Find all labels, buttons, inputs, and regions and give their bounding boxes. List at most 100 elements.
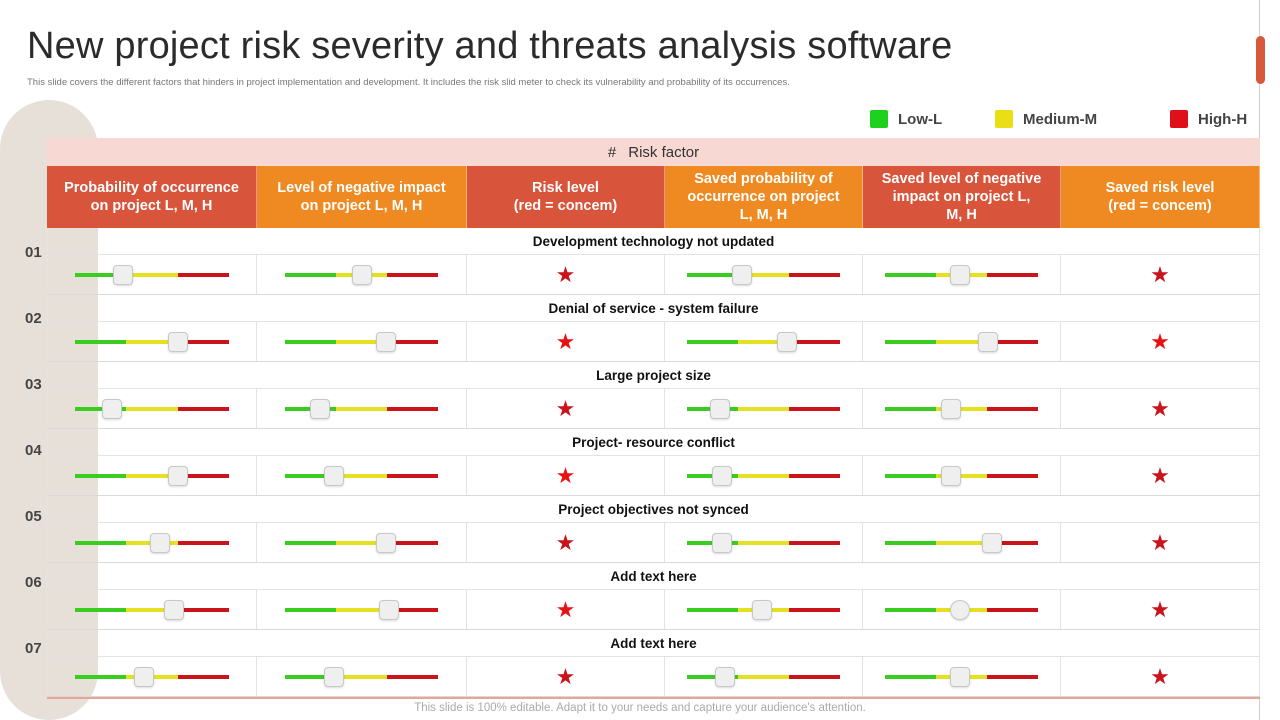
risk-meter-slider[interactable] xyxy=(75,331,229,352)
slider-knob[interactable] xyxy=(168,331,189,352)
slider-knob[interactable] xyxy=(711,465,732,486)
slider-knob[interactable] xyxy=(715,666,735,687)
slider-knob[interactable] xyxy=(101,398,122,419)
risk-meter-slider[interactable] xyxy=(686,666,841,687)
slider-knob[interactable] xyxy=(309,398,330,419)
slider-segment-low xyxy=(884,473,936,478)
table-cell xyxy=(47,322,257,361)
risk-meter-slider[interactable] xyxy=(686,532,841,553)
risk-meter-slider[interactable] xyxy=(686,465,841,486)
slider-segment-high xyxy=(177,674,229,679)
table-cell xyxy=(863,456,1061,495)
slider-segment-low xyxy=(75,607,127,612)
slider-knob[interactable] xyxy=(323,666,344,687)
risk-level-star-icon: ★ xyxy=(555,328,576,354)
slider-knob[interactable] xyxy=(323,465,344,486)
slider-segment-low xyxy=(884,339,936,344)
risk-row: Denial of service - system failure ★ ★ xyxy=(47,295,1260,362)
slider-segment-medium xyxy=(335,607,388,612)
saved-risk-level-star-icon: ★ xyxy=(1150,261,1170,287)
slider-knob[interactable] xyxy=(376,331,397,352)
risk-meter-slider[interactable] xyxy=(75,532,229,553)
risk-meter-slider[interactable] xyxy=(75,264,229,285)
table-cell xyxy=(257,590,467,629)
risk-meter-slider[interactable] xyxy=(884,599,1039,620)
slider-knob[interactable] xyxy=(940,398,961,419)
column-header-row: Probability of occurrence on project L, … xyxy=(47,166,1260,228)
table-cell xyxy=(47,255,257,294)
risk-meter-slider[interactable] xyxy=(284,264,439,285)
risk-meter-slider[interactable] xyxy=(884,465,1039,486)
risk-meter-slider[interactable] xyxy=(884,666,1039,687)
slider-knob[interactable] xyxy=(112,264,133,285)
risk-meter-slider[interactable] xyxy=(75,398,229,419)
risk-row-cells: ★ ★ xyxy=(47,389,1260,428)
slider-knob[interactable] xyxy=(379,599,400,620)
slider-knob[interactable] xyxy=(977,331,998,352)
slider-knob[interactable] xyxy=(776,331,797,352)
risk-row-cells: ★ ★ xyxy=(47,590,1260,629)
table-cell: ★ xyxy=(467,657,665,696)
slider-knob[interactable] xyxy=(163,599,184,620)
risk-meter-slider[interactable] xyxy=(884,331,1039,352)
slider-segment-high xyxy=(987,607,1039,612)
risk-meter-slider[interactable] xyxy=(284,331,439,352)
risk-meter-slider[interactable] xyxy=(75,666,229,687)
slider-segment-high xyxy=(387,406,439,411)
slider-knob[interactable] xyxy=(376,532,397,553)
risk-meter-slider[interactable] xyxy=(686,599,841,620)
slider-knob[interactable] xyxy=(168,465,189,486)
slider-knob[interactable] xyxy=(949,599,970,620)
risk-meter-slider[interactable] xyxy=(884,398,1039,419)
slider-knob[interactable] xyxy=(949,264,970,285)
legend-label-low: Low-L xyxy=(898,110,943,128)
table-cell: ★ xyxy=(467,255,665,294)
risk-level-star-icon: ★ xyxy=(555,663,576,689)
slider-segment-high xyxy=(387,607,439,612)
slider-knob[interactable] xyxy=(949,666,970,687)
risk-level-star-icon: ★ xyxy=(555,596,576,622)
slider-knob[interactable] xyxy=(711,532,732,553)
risk-meter-slider[interactable] xyxy=(284,532,439,553)
risk-meter-slider[interactable] xyxy=(284,666,439,687)
slider-segment-low xyxy=(284,272,336,277)
table-cell: ★ xyxy=(1061,456,1260,495)
slider-segment-high xyxy=(789,339,841,344)
slider-segment-high xyxy=(789,540,841,545)
slider-knob[interactable] xyxy=(710,398,731,419)
risk-meter-slider[interactable] xyxy=(284,599,439,620)
risk-meter-slider[interactable] xyxy=(884,264,1039,285)
table-cell xyxy=(665,456,863,495)
table-cell xyxy=(47,389,257,428)
slider-knob[interactable] xyxy=(731,264,752,285)
risk-meter-slider[interactable] xyxy=(686,398,841,419)
slider-segment-high xyxy=(987,473,1039,478)
slider-knob[interactable] xyxy=(134,666,155,687)
risk-meter-slider[interactable] xyxy=(284,398,439,419)
table-cell: ★ xyxy=(467,389,665,428)
risk-meter-slider[interactable] xyxy=(284,465,439,486)
slider-knob[interactable] xyxy=(751,599,772,620)
column-header-6: Saved risk level (red = concem) xyxy=(1061,166,1260,228)
risk-meter-slider[interactable] xyxy=(686,264,841,285)
slider-knob[interactable] xyxy=(149,532,170,553)
slider-segment-medium xyxy=(335,473,388,478)
table-cell: ★ xyxy=(467,456,665,495)
row-number: 07 xyxy=(25,640,42,657)
slider-knob[interactable] xyxy=(351,264,372,285)
scrollbar-thumb[interactable] xyxy=(1256,36,1265,84)
risk-row-name: Project objectives not synced xyxy=(47,496,1260,523)
row-number: 06 xyxy=(25,574,42,591)
risk-meter-slider[interactable] xyxy=(686,331,841,352)
risk-meter-slider[interactable] xyxy=(884,532,1039,553)
risk-row-cells: ★ ★ xyxy=(47,322,1260,361)
risk-meter-slider[interactable] xyxy=(75,465,229,486)
risk-row-cells: ★ ★ xyxy=(47,523,1260,562)
slider-knob[interactable] xyxy=(982,532,1003,553)
table-cell: ★ xyxy=(1061,523,1260,562)
table-cell: ★ xyxy=(467,322,665,361)
risk-meter-slider[interactable] xyxy=(75,599,229,620)
legend: Low-L Medium-M High-H xyxy=(870,110,1260,132)
slider-knob[interactable] xyxy=(940,465,961,486)
slider-segment-low xyxy=(75,674,127,679)
